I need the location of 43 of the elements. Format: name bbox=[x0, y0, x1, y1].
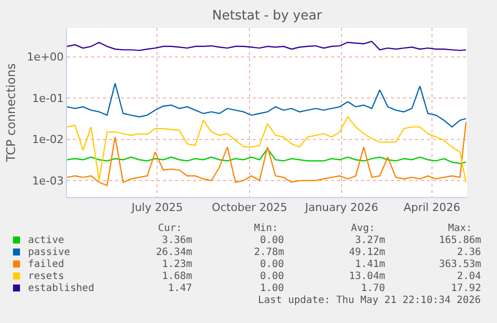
y-tick-label: 1e-03 bbox=[32, 174, 64, 188]
text: 17.92 bbox=[451, 283, 482, 294]
text: 1.70 bbox=[361, 283, 386, 294]
line-series bbox=[67, 148, 467, 164]
legend-label: established bbox=[28, 283, 94, 294]
text: 1.00 bbox=[260, 283, 284, 294]
text: Avg: bbox=[351, 223, 376, 234]
text: Last update: Thu May 21 22:10:34 2026 bbox=[258, 295, 481, 306]
text: 0.00 bbox=[260, 259, 284, 270]
line-series bbox=[67, 40, 467, 52]
text: 3.27m bbox=[355, 235, 386, 246]
text: 363.53m bbox=[439, 259, 482, 270]
text: 0.00 bbox=[260, 271, 284, 282]
text: 1.68m bbox=[162, 271, 192, 282]
text: 13.04m bbox=[349, 271, 386, 282]
text: 2.36 bbox=[457, 247, 482, 258]
y-tick-label: 1e-01 bbox=[32, 92, 64, 105]
text: 1.47 bbox=[168, 283, 192, 294]
legend-label: passive bbox=[28, 247, 70, 258]
legend-label: active bbox=[28, 235, 64, 246]
chart-title: Netstat - by year bbox=[212, 8, 323, 24]
x-tick-label: April 2026 bbox=[404, 201, 460, 214]
text: Min: bbox=[254, 223, 278, 234]
text: 49.12m bbox=[349, 247, 386, 258]
text: 3.36m bbox=[162, 235, 192, 246]
text: 1.23m bbox=[162, 259, 192, 270]
text: 165.86m bbox=[439, 235, 482, 246]
text: 26.34m bbox=[156, 247, 192, 258]
text: 1.41m bbox=[355, 259, 386, 270]
y-axis-title: TCP connections bbox=[4, 63, 18, 163]
line-series bbox=[67, 82, 467, 128]
legend-label: failed bbox=[28, 259, 64, 270]
legend-label: resets bbox=[28, 271, 64, 282]
x-tick-label: July 2025 bbox=[130, 201, 183, 214]
x-tick-label: October 2025 bbox=[212, 201, 288, 214]
text: 2.04 bbox=[457, 271, 482, 282]
text: Max: bbox=[448, 223, 472, 234]
y-tick-label: 1e+00 bbox=[26, 50, 64, 64]
text: 2.78m bbox=[254, 247, 284, 258]
y-tick-label: 1e-02 bbox=[32, 133, 64, 146]
text: 0.00 bbox=[260, 235, 284, 246]
x-tick-label: January 2026 bbox=[304, 201, 378, 214]
text: Cur: bbox=[158, 223, 182, 234]
